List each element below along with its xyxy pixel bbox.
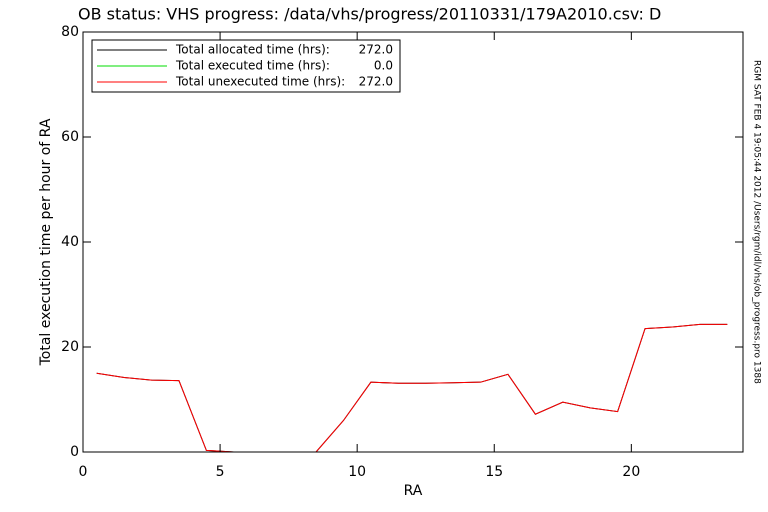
x-tick-label: 5: [216, 464, 225, 480]
y-tick-label: 40: [61, 234, 79, 250]
side-note: RGM SAT FEB 4 19:05:44 2012 /Users/rgm/i…: [752, 60, 762, 384]
y-tick-label: 0: [70, 444, 79, 460]
x-tick-label: 10: [348, 464, 366, 480]
data-line: [96, 323, 728, 453]
y-tick-label: 20: [61, 339, 79, 355]
x-tick-label: 0: [79, 464, 88, 480]
legend-total: 0.0: [374, 59, 393, 73]
x-tick-label: 20: [622, 464, 640, 480]
legend-label: Total executed time (hrs):: [175, 59, 330, 73]
y-axis-label: Total execution time per hour of RA: [38, 118, 54, 366]
data-line: [96, 323, 728, 453]
legend-label: Total unexecuted time (hrs):: [175, 75, 345, 89]
legend-total: 272.0: [359, 75, 393, 89]
chart-title: OB status: VHS progress: /data/vhs/progr…: [78, 5, 661, 24]
y-tick-label: 80: [61, 24, 79, 40]
x-tick-label: 15: [485, 464, 503, 480]
legend-total: 272.0: [359, 43, 393, 57]
y-tick-label: 60: [61, 129, 79, 145]
legend-label: Total allocated time (hrs):: [175, 43, 330, 57]
x-axis-label: RA: [404, 483, 423, 499]
